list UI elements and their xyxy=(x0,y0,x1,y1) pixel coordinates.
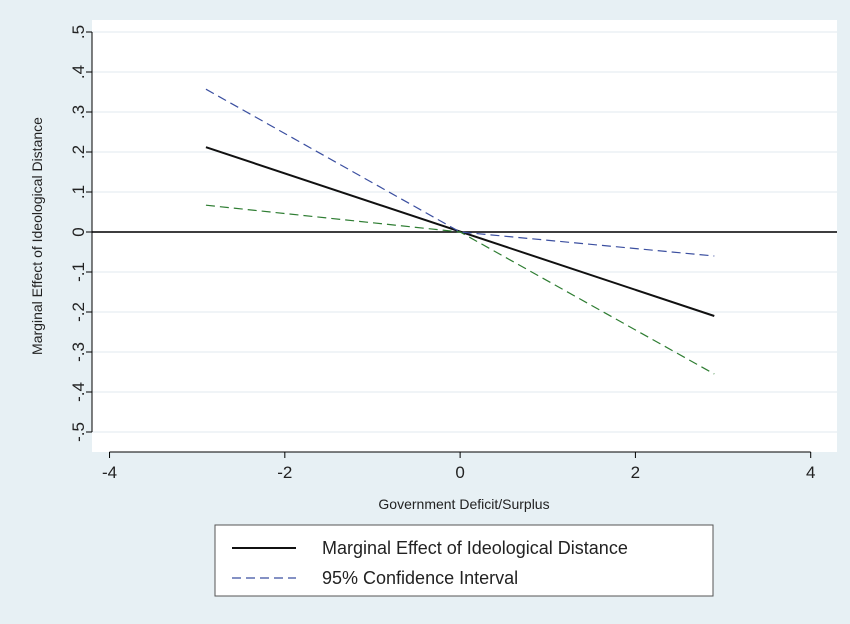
legend: Marginal Effect of Ideological Distance … xyxy=(214,524,714,597)
y-tick-label: .2 xyxy=(69,145,88,159)
x-tick-label: 0 xyxy=(455,463,464,482)
y-tick-label: -.4 xyxy=(69,382,88,402)
x-tick-label: -4 xyxy=(102,463,117,482)
y-tick-label: .3 xyxy=(69,105,88,119)
series-layer xyxy=(205,88,715,375)
y-tick-label: .4 xyxy=(69,65,88,79)
y-tick-label: -.2 xyxy=(69,302,88,322)
y-axis: -.5 -.4 -.3 -.2 -.1 0 .1 .2 .3 .4 .5 xyxy=(69,25,93,442)
legend-label-confidence-interval: 95% Confidence Interval xyxy=(322,568,518,588)
y-tick-label: .5 xyxy=(69,25,88,39)
legend-box xyxy=(214,524,714,597)
y-tick-label: 0 xyxy=(69,227,88,236)
legend-label-marginal-effect: Marginal Effect of Ideological Distance xyxy=(322,538,628,558)
x-axis-title: Government Deficit/Surplus xyxy=(378,496,549,512)
y-axis-title: Marginal Effect of Ideological Distance xyxy=(29,117,45,355)
y-tick-label: -.1 xyxy=(69,262,88,282)
x-tick-label: 2 xyxy=(631,463,640,482)
y-tick-label: .1 xyxy=(69,185,88,199)
y-tick-label: -.5 xyxy=(69,422,88,442)
series-line-2 xyxy=(205,204,715,375)
x-tick-label: 4 xyxy=(806,463,815,482)
x-tick-label: -2 xyxy=(277,463,292,482)
y-tick-label: -.3 xyxy=(69,342,88,362)
x-axis: -4 -2 0 2 4 xyxy=(102,451,815,482)
plot-area xyxy=(92,20,837,452)
